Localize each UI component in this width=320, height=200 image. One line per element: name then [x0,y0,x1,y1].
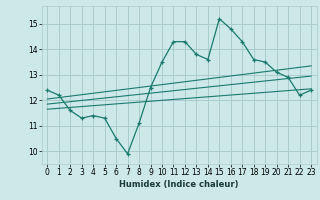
X-axis label: Humidex (Indice chaleur): Humidex (Indice chaleur) [119,180,239,189]
